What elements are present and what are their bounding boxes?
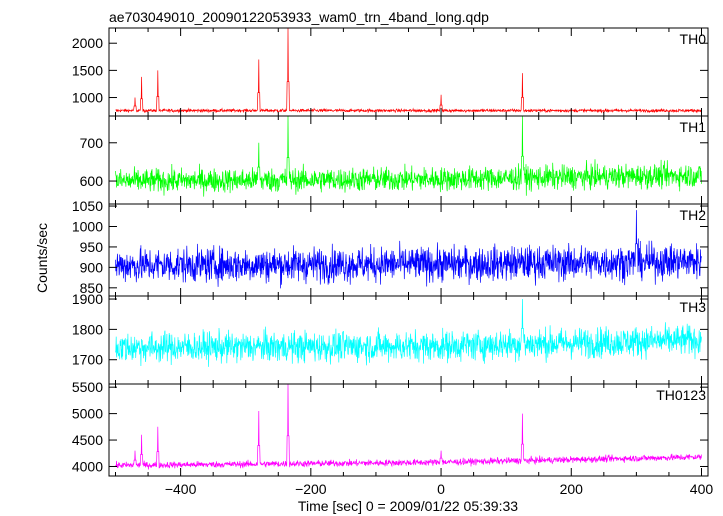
y-tick-label: 5500 [72,379,103,395]
x-tick-label: −200 [295,481,327,497]
series-line-th0123 [115,384,702,470]
y-tick-label: 1000 [72,218,103,234]
y-tick-label: 700 [80,135,104,151]
panel-label-th0: TH0 [680,31,707,47]
x-tick-label: −400 [165,481,197,497]
y-tick-label: 4500 [72,432,103,448]
panel-th3: 1700 1800 1900 TH3 [72,291,709,385]
panel-th0: 1000 1500 2000 TH0 [72,27,709,117]
y-tick-label: 950 [80,239,104,255]
panel-th2: 850 900 950 1000 1050 TH2 [72,198,709,297]
x-tick-label: 0 [437,481,445,497]
panel-th1: 600 700 TH1 [80,115,709,205]
y-tick-label: 1000 [72,90,103,106]
series-line-th1 [115,116,702,197]
panel-label-th0123: TH0123 [656,387,706,403]
panel-label-th3: TH3 [680,299,707,315]
series-line-th2 [115,210,702,289]
x-tick-label: 200 [560,481,584,497]
y-tick-label: 5000 [72,406,103,422]
panel-frame [108,27,709,117]
y-tick-label: 1900 [72,291,103,307]
panel-th0123: 4000 4500 5000 5500 TH0123 [72,379,709,477]
y-tick-label: 850 [80,280,104,296]
y-tick-label: 900 [80,259,104,275]
y-tick-label: 600 [80,173,104,189]
y-tick-label: 1700 [72,352,103,368]
x-axis-title: Time [sec] 0 = 2009/01/22 05:39:33 [298,498,518,514]
y-tick-label: 1500 [72,62,103,78]
x-tick-label: 400 [690,481,714,497]
series-line-th0 [115,28,702,114]
y-tick-label: 1050 [72,198,103,214]
panel-label-th1: TH1 [680,119,707,135]
chart-title: ae703049010_20090122053933_wam0_trn_4ban… [109,9,489,25]
y-tick-label: 2000 [72,35,103,51]
y-tick-label: 1800 [72,321,103,337]
panel-frame [108,115,709,205]
y-axis-title: Counts/sec [34,223,50,293]
panel-label-th2: TH2 [680,207,707,223]
series-line-th3 [115,298,702,367]
y-tick-label: 4000 [72,458,103,474]
